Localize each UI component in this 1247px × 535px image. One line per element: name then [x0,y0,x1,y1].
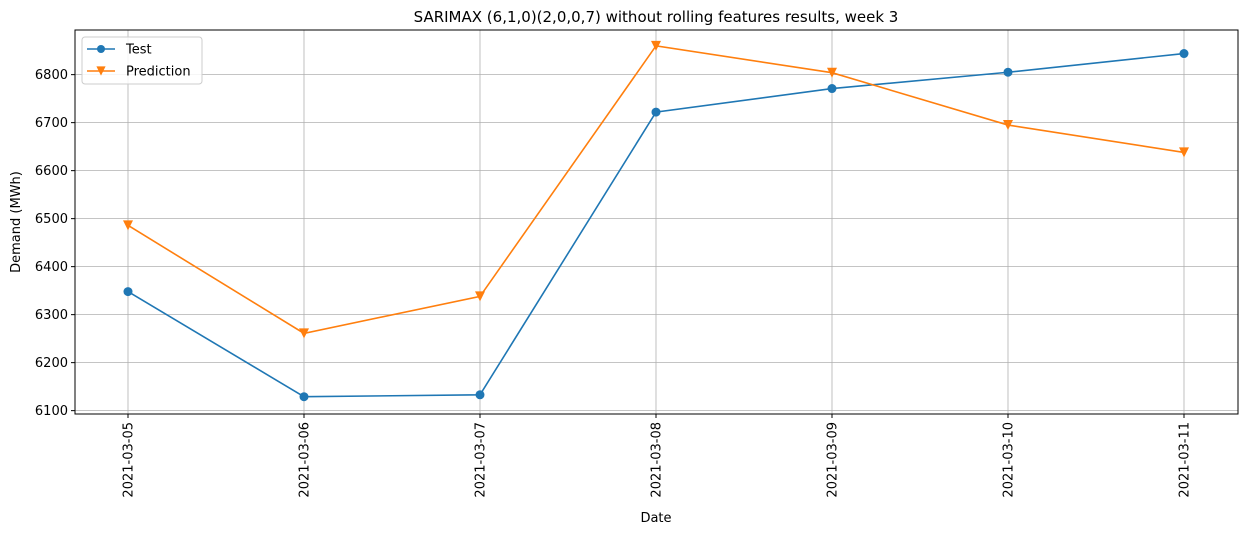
data-point-prediction [1179,147,1189,158]
data-point-test [123,287,133,297]
x-tick-label: 2021-03-05 [122,422,137,498]
x-tick-label: 2021-03-09 [826,422,841,498]
data-point-test [651,107,661,117]
data-point-test [827,84,837,94]
legend-marker [96,66,106,76]
y-axis: 6100 6200 6300 6400 6500 6600 6700 6800 [35,68,75,419]
data-point-prediction [475,291,485,302]
data-point-prediction [827,67,837,78]
y-tick-label: 6700 [35,116,68,131]
data-point-prediction [651,40,661,51]
legend: Test Prediction [81,36,203,85]
x-tick-label: 2021-03-10 [1002,422,1017,498]
y-axis-label: Demand (MWh) [9,171,24,273]
x-tick-label: 2021-03-06 [298,422,313,498]
data-point-prediction [1003,120,1013,131]
legend-marker [97,45,105,53]
x-tick-label: 2021-03-07 [474,422,489,498]
data-point-test [1179,49,1189,59]
data-point-test [299,392,309,402]
y-tick-label: 6500 [35,212,68,227]
x-tick-label: 2021-03-11 [1178,422,1193,498]
y-tick-label: 6400 [35,260,68,275]
x-axis: 2021-03-05 2021-03-06 2021-03-07 2021-03-08… [122,414,1193,498]
data-point-test [1003,67,1013,77]
x-axis-label: Date [640,511,671,526]
data-point-prediction [123,220,133,231]
data-point-prediction [299,328,309,339]
y-tick-label: 6300 [35,308,68,323]
grid [75,30,1238,414]
y-tick-label: 6200 [35,356,68,371]
data-point-test [475,390,485,400]
chart-title: SARIMAX (6,1,0)(2,0,0,7) without rolling… [414,8,899,26]
legend-label: Prediction [126,65,191,80]
y-tick-label: 6600 [35,164,68,179]
y-tick-label: 6100 [35,404,68,419]
y-tick-label: 6800 [35,68,68,83]
legend-label: Test [125,43,152,58]
series-layer [123,40,1189,402]
x-tick-label: 2021-03-08 [650,422,665,498]
